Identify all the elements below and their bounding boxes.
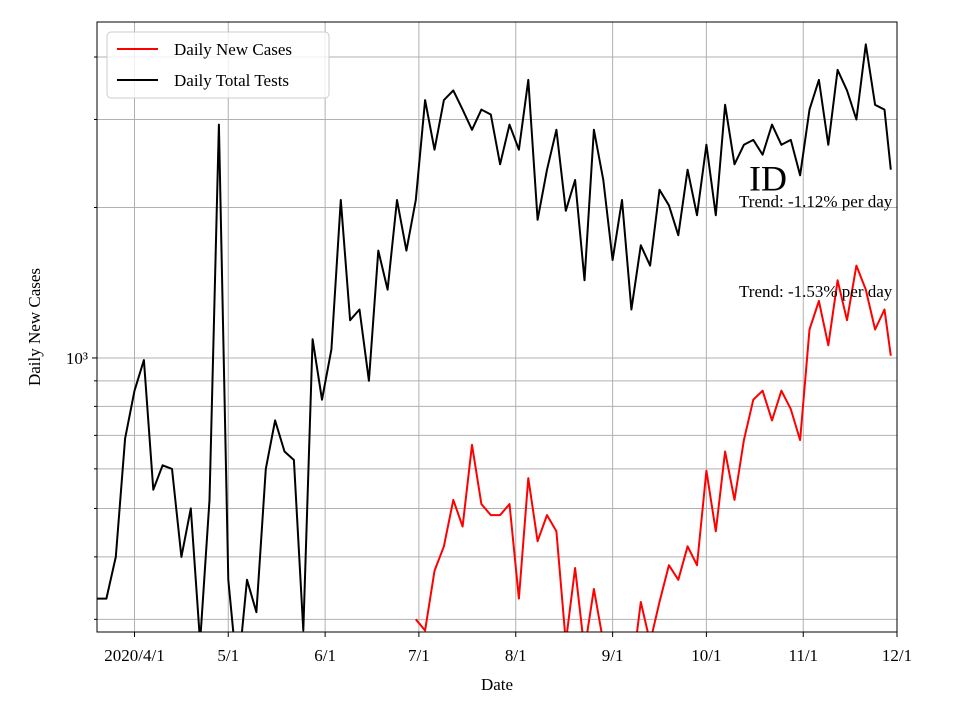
axes-frame	[96, 21, 898, 633]
x-tick-label: 12/1	[882, 646, 912, 665]
x-tick-label: 9/1	[602, 646, 624, 665]
legend-box	[106, 31, 330, 99]
y-tick-label: 10³	[66, 349, 88, 368]
x-tick-label: 10/1	[691, 646, 721, 665]
x-tick-label: 5/1	[217, 646, 239, 665]
annotation: Trend: -1.12% per day	[739, 192, 893, 211]
data-line	[97, 43, 892, 632]
x-tick-label: 7/1	[408, 646, 430, 665]
legend-label: Daily New Cases	[174, 40, 292, 59]
y-axis-label: Daily New Cases	[25, 268, 44, 386]
plot-area	[97, 43, 892, 632]
data-line	[415, 264, 892, 632]
x-axis-label: Date	[481, 675, 513, 694]
x-tick-label: 8/1	[505, 646, 527, 665]
legend: Daily New Cases Daily Total Tests	[106, 31, 330, 99]
chart-title: ID	[749, 158, 787, 198]
x-tick-label: 11/1	[788, 646, 818, 665]
x-tick-label: 6/1	[314, 646, 336, 665]
annotation: Trend: -1.53% per day	[739, 282, 893, 301]
x-tick-label: 2020/4/1	[104, 646, 164, 665]
legend-label: Daily Total Tests	[174, 71, 289, 90]
grid	[97, 22, 898, 632]
